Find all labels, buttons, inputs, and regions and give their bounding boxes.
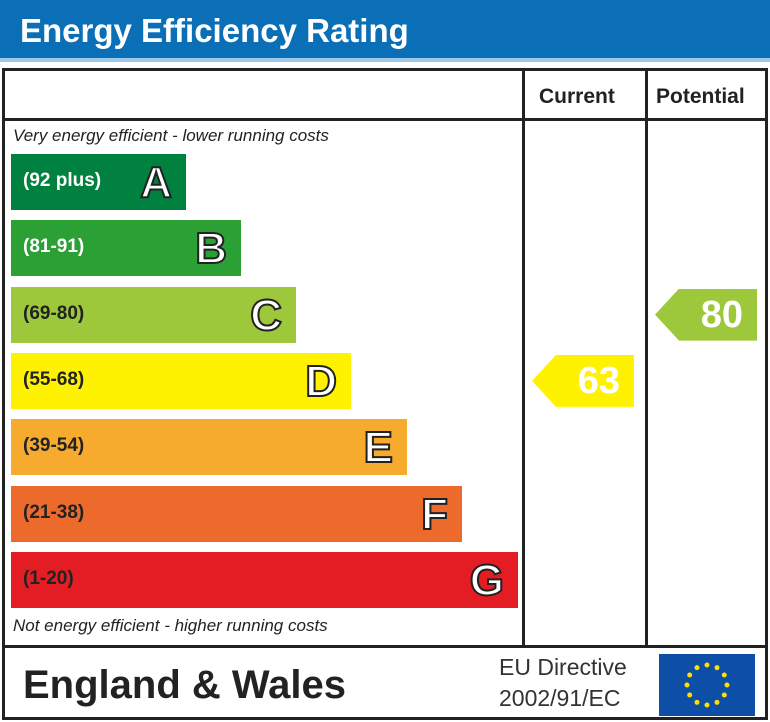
band-bar-F: (21-38) F <box>11 485 462 542</box>
eu-star <box>694 699 700 705</box>
band-range: (69-80) <box>23 302 85 324</box>
current-rating-value: 63 <box>577 359 620 402</box>
eu-star <box>721 692 727 698</box>
band-range: (55-68) <box>23 368 85 390</box>
eu-star <box>694 665 700 671</box>
header-divider <box>5 118 765 121</box>
potential-rating-marker: 80 <box>655 288 757 341</box>
band-letter: B <box>194 223 228 274</box>
eu-star <box>687 672 693 678</box>
band-letter: C <box>249 290 283 341</box>
band-bar-A: (92 plus) A <box>11 154 186 210</box>
column-divider <box>522 71 525 648</box>
band-letter: A <box>139 157 173 208</box>
band-bar-E: (39-54) E <box>11 419 407 476</box>
footer-divider <box>5 645 765 648</box>
chart-title: Energy Efficiency Rating <box>20 12 409 49</box>
current-header: Current <box>539 85 615 108</box>
band-bar-G: (1-20) G <box>11 551 518 608</box>
potential-header: Potential <box>656 85 745 108</box>
band-range: (39-54) <box>23 435 85 457</box>
directive-line1: EU Directive <box>499 654 627 680</box>
band-range: (21-38) <box>23 501 85 523</box>
eu-flag-icon <box>659 654 755 716</box>
eu-star <box>704 702 710 708</box>
directive-line2: 2002/91/EC <box>499 685 621 711</box>
band-letter: G <box>469 555 505 606</box>
potential-rating-value: 80 <box>700 293 743 336</box>
band-letter: E <box>363 422 394 473</box>
region-label: England & Wales <box>23 663 347 707</box>
eu-star <box>687 692 693 698</box>
band-letter: D <box>304 356 338 407</box>
band-bar-B: (81-91) B <box>11 220 241 277</box>
current-rating-marker: 63 <box>532 354 634 407</box>
rating-table: Current Potential Very energy efficient … <box>2 68 768 720</box>
eu-star <box>714 699 720 705</box>
band-range: (81-91) <box>23 236 85 258</box>
band-range: (1-20) <box>23 567 74 589</box>
band-range: (92 plus) <box>23 170 102 191</box>
band-letter: F <box>420 489 449 540</box>
bottom-note: Not energy efficient - higher running co… <box>13 616 328 635</box>
eu-star <box>714 665 720 671</box>
top-note: Very energy efficient - lower running co… <box>13 126 329 145</box>
title-bar: Energy Efficiency Rating <box>0 0 770 62</box>
band-bar-D: (55-68) D <box>11 352 351 409</box>
eu-star <box>704 662 710 668</box>
eu-star <box>721 672 727 678</box>
band-bar-C: (69-80) C <box>11 286 296 343</box>
column-divider <box>645 71 648 648</box>
eu-star <box>724 682 730 688</box>
eu-star <box>684 682 690 688</box>
